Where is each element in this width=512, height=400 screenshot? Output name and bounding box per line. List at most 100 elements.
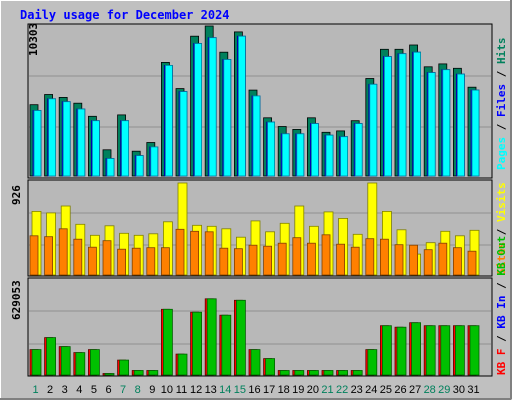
sites-bar-19 <box>292 237 302 276</box>
x-tick-label: 13 <box>205 384 217 396</box>
pages-bar-3 <box>62 101 71 177</box>
pages-bar-20 <box>310 123 319 177</box>
pages-bar-31 <box>471 89 480 177</box>
sites-bar-14 <box>219 247 229 276</box>
kbout-bar-24 <box>367 349 378 376</box>
kbout-bar-12 <box>192 311 203 376</box>
pages-bar-15 <box>237 35 246 177</box>
legend-hits: Hits <box>495 38 508 65</box>
x-tick-label: 25 <box>380 384 392 396</box>
kbout-bar-20 <box>308 370 319 376</box>
x-tick-label: 2 <box>47 384 53 396</box>
sites-bar-13 <box>204 231 214 276</box>
legend-files: Files <box>495 84 508 117</box>
pages-bar-12 <box>194 43 203 177</box>
x-tick-label: 6 <box>105 384 111 396</box>
kbout-bar-15 <box>235 299 246 376</box>
pages-bar-30 <box>456 73 465 177</box>
legend-pages: Pages <box>495 137 508 170</box>
kbout-bar-11 <box>177 353 188 376</box>
sites-bar-12 <box>190 230 200 276</box>
sites-bar-31 <box>467 250 477 276</box>
pages-bar-9 <box>150 146 159 177</box>
kbout-bar-28 <box>425 325 436 376</box>
pages-bar-13 <box>208 37 217 177</box>
kbout-bar-6 <box>104 373 115 376</box>
sites-bar-26 <box>394 244 404 276</box>
sites-bar-3 <box>58 228 68 276</box>
kbout-bar-30 <box>454 325 465 376</box>
x-tick-label: 7 <box>120 384 126 396</box>
kbout-bar-21 <box>323 370 334 376</box>
pages-bar-26 <box>398 53 407 177</box>
x-tick-label: 8 <box>135 384 141 396</box>
x-tick-label: 24 <box>365 384 377 396</box>
bar-marks <box>29 25 480 376</box>
sites-bar-4 <box>73 238 83 276</box>
sites-bar-21 <box>321 234 331 276</box>
x-tick-label: 23 <box>351 384 363 396</box>
pages-bar-17 <box>267 121 276 177</box>
sites-bar-9 <box>146 247 156 276</box>
pages-bar-23 <box>354 123 363 177</box>
kbout-bar-3 <box>60 346 71 376</box>
legend-visits-panel: Sites / Visits <box>495 182 508 275</box>
sites-bar-30 <box>452 247 462 276</box>
pages-bar-5 <box>92 120 100 177</box>
x-tick-label: 11 <box>176 384 187 396</box>
x-tick-label: 30 <box>453 384 465 396</box>
x-tick-label: 14 <box>219 384 231 396</box>
x-tick-label: 20 <box>307 384 319 396</box>
legend-sites: Sites <box>495 242 508 275</box>
x-tick-label: 4 <box>76 384 82 396</box>
pages-bar-2 <box>48 98 56 177</box>
x-tick-label: 29 <box>438 384 450 396</box>
pages-bar-29 <box>442 69 451 177</box>
x-axis-labels: 1 2 3 4 5 6 7 8 9 10 11 12 13 14 15 16 17 18 19 20 21 22 23 24 2… <box>32 384 479 396</box>
x-tick-label: 5 <box>91 384 97 396</box>
x-tick-label: 1 <box>32 384 38 396</box>
sites-bar-25 <box>379 238 389 276</box>
x-tick-label: 26 <box>394 384 406 396</box>
pages-bar-16 <box>252 95 261 177</box>
x-tick-label: 31 <box>467 384 479 396</box>
x-tick-label: 22 <box>336 384 348 396</box>
kbout-bar-8 <box>133 370 144 376</box>
pages-bar-24 <box>369 83 378 177</box>
pages-bar-4 <box>77 108 86 177</box>
kbout-bar-13 <box>206 298 217 376</box>
kbout-bar-23 <box>352 370 363 376</box>
x-tick-label: 18 <box>278 384 290 396</box>
x-tick-label: 17 <box>263 384 275 396</box>
sites-bar-22 <box>336 243 346 276</box>
legend-kbout: KB Out <box>495 236 508 276</box>
kbout-bar-31 <box>469 325 480 376</box>
sites-bar-10 <box>160 247 170 276</box>
sites-bar-5 <box>88 246 97 276</box>
legend-kbin: KB In <box>495 296 508 329</box>
pages-bar-18 <box>281 133 290 177</box>
kbout-bar-18 <box>279 370 290 376</box>
x-tick-label: 10 <box>161 384 173 396</box>
pages-bar-14 <box>223 59 232 177</box>
kbout-bar-27 <box>411 322 422 376</box>
pages-bar-11 <box>179 91 188 177</box>
pages-bar-21 <box>325 134 334 177</box>
x-tick-label: 16 <box>248 384 260 396</box>
pages-bar-6 <box>106 158 115 177</box>
sites-bar-18 <box>277 242 287 276</box>
sites-bar-2 <box>44 236 53 276</box>
x-tick-label: 27 <box>409 384 421 396</box>
hits-ymax-label: 10303 <box>27 23 40 56</box>
kbout-bar-22 <box>338 370 349 376</box>
kbout-bar-16 <box>250 349 261 376</box>
pages-bar-22 <box>340 136 349 177</box>
sites-bar-7 <box>117 248 126 276</box>
x-tick-label: 12 <box>190 384 202 396</box>
kbout-bar-2 <box>46 337 56 376</box>
sites-bar-24 <box>365 238 375 276</box>
sites-bar-17 <box>263 245 273 276</box>
sites-bar-20 <box>306 242 316 276</box>
pages-bar-28 <box>427 72 436 177</box>
legend-hits-panel: Pages / Files / Hits <box>495 38 508 171</box>
